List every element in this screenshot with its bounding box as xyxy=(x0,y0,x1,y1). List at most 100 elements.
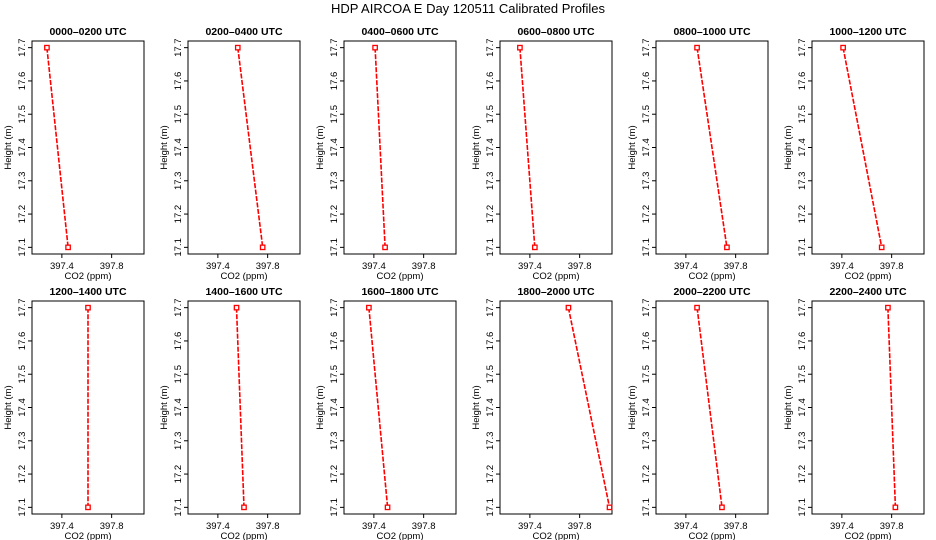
y-axis-label: Height (m) xyxy=(315,385,326,429)
data-point xyxy=(65,244,71,251)
x-axis-label: CO2 (ppm) xyxy=(221,271,268,282)
x-tick-label: 397.4 xyxy=(830,521,854,532)
y-tick-label: 17.4 xyxy=(173,398,184,417)
panel-title: 2200–2400 UTC xyxy=(829,286,906,298)
y-tick-label: 17.6 xyxy=(17,332,28,351)
y-tick-label: 17.3 xyxy=(17,172,28,191)
x-tick-label: 397.8 xyxy=(568,521,592,532)
profile-line xyxy=(374,47,386,248)
panel-4: 0600–0800 UTC 17.1 17.2 17.3 17.4 17.5 17.6 17.… xyxy=(471,26,613,282)
y-tick-label: 17.4 xyxy=(485,138,496,157)
y-axis-label: Height (m) xyxy=(783,125,794,169)
y-tick-label: 17.7 xyxy=(173,298,184,317)
y-tick-label: 17.5 xyxy=(17,105,28,124)
y-tick-label: 17.6 xyxy=(641,72,652,91)
y-tick-label: 17.7 xyxy=(641,38,652,57)
y-tick-label: 17.4 xyxy=(797,138,808,157)
y-tick-label: 17.2 xyxy=(329,465,340,484)
data-point xyxy=(694,304,700,311)
x-tick-label: 397.8 xyxy=(724,261,748,272)
y-tick-label: 17.3 xyxy=(797,172,808,191)
y-tick-label: 17.6 xyxy=(329,72,340,91)
y-tick-label: 17.2 xyxy=(17,205,28,224)
data-point xyxy=(234,44,241,51)
panel-title: 1200–1400 UTC xyxy=(49,286,126,298)
x-tick-label: 397.8 xyxy=(100,261,124,272)
x-tick-label: 397.4 xyxy=(518,261,542,272)
y-axis-label: Height (m) xyxy=(471,125,482,169)
panel-title: 1600–1800 UTC xyxy=(361,286,438,298)
y-tick-label: 17.7 xyxy=(329,38,340,57)
y-tick-label: 17.5 xyxy=(485,365,496,384)
data-point xyxy=(85,504,91,511)
y-tick-label: 17.7 xyxy=(17,298,28,317)
y-axis-label: Height (m) xyxy=(315,125,326,169)
data-point xyxy=(531,244,538,251)
y-tick-label: 17.1 xyxy=(173,238,184,257)
data-point xyxy=(565,304,572,311)
plot-frame xyxy=(811,40,925,255)
y-tick-label: 17.7 xyxy=(17,38,28,57)
y-tick-label: 17.1 xyxy=(17,238,28,257)
profile-line xyxy=(237,47,264,248)
y-tick-label: 17.1 xyxy=(485,238,496,257)
x-tick-label: 397.4 xyxy=(518,521,542,532)
x-tick-label: 397.4 xyxy=(674,521,698,532)
plot-frame xyxy=(187,40,301,255)
y-tick-label: 17.2 xyxy=(485,465,496,484)
y-tick-label: 17.5 xyxy=(173,365,184,384)
x-tick-label: 397.8 xyxy=(256,261,280,272)
y-tick-label: 17.5 xyxy=(485,105,496,124)
y-tick-label: 17.1 xyxy=(797,238,808,257)
x-axis-label: CO2 (ppm) xyxy=(65,531,112,540)
data-point xyxy=(878,244,885,251)
y-tick-label: 17.4 xyxy=(329,138,340,157)
data-point xyxy=(694,44,700,51)
plot-frame xyxy=(499,40,613,255)
y-tick-label: 17.1 xyxy=(329,498,340,517)
data-point xyxy=(840,44,846,51)
x-axis-label: CO2 (ppm) xyxy=(845,531,892,540)
panel-1: 0000–0200 UTC 17.1 17.2 17.3 17.4 17.5 17.6 17.… xyxy=(3,26,145,282)
panel-7: 1200–1400 UTC 17.1 17.2 17.3 17.4 17.5 17.6 17.… xyxy=(3,286,145,540)
plot-frame xyxy=(343,300,457,515)
panel-title: 0000–0200 UTC xyxy=(49,26,126,38)
y-tick-label: 17.3 xyxy=(329,172,340,191)
y-tick-label: 17.3 xyxy=(485,172,496,191)
plot-frame xyxy=(343,40,457,255)
y-tick-label: 17.2 xyxy=(329,205,340,224)
x-axis-label: CO2 (ppm) xyxy=(689,531,736,540)
y-tick-label: 17.6 xyxy=(641,332,652,351)
data-point xyxy=(85,304,91,311)
panel-title: 2000–2200 UTC xyxy=(673,286,750,298)
panel-title: 0800–1000 UTC xyxy=(673,26,750,38)
data-point xyxy=(241,504,247,511)
x-tick-label: 397.8 xyxy=(256,521,280,532)
y-tick-label: 17.1 xyxy=(641,238,652,257)
data-point xyxy=(885,304,891,311)
y-tick-label: 17.1 xyxy=(173,498,184,517)
data-point xyxy=(517,44,523,51)
y-tick-label: 17.3 xyxy=(329,432,340,451)
y-tick-label: 17.5 xyxy=(641,365,652,384)
x-axis-label: CO2 (ppm) xyxy=(377,531,424,540)
y-tick-label: 17.3 xyxy=(17,432,28,451)
y-axis-label: Height (m) xyxy=(159,125,170,169)
panel-3: 0400–0600 UTC 17.1 17.2 17.3 17.4 17.5 17.6 17.… xyxy=(315,26,457,282)
x-tick-label: 397.4 xyxy=(206,261,230,272)
data-point xyxy=(606,504,613,511)
x-axis-label: CO2 (ppm) xyxy=(221,531,268,540)
panel-title: 0200–0400 UTC xyxy=(205,26,282,38)
y-tick-label: 17.7 xyxy=(485,38,496,57)
panel-title: 1000–1200 UTC xyxy=(829,26,906,38)
y-axis-label: Height (m) xyxy=(3,385,14,429)
profile-line xyxy=(696,47,728,248)
panel-title: 0400–0600 UTC xyxy=(361,26,438,38)
y-tick-label: 17.1 xyxy=(797,498,808,517)
panel-title: 1800–2000 UTC xyxy=(517,286,594,298)
y-tick-label: 17.5 xyxy=(797,105,808,124)
y-tick-label: 17.7 xyxy=(641,298,652,317)
panel-10: 1800–2000 UTC 17.1 17.2 17.3 17.4 17.5 17.6 17.… xyxy=(471,286,613,540)
y-tick-label: 17.4 xyxy=(173,138,184,157)
y-tick-label: 17.4 xyxy=(797,398,808,417)
